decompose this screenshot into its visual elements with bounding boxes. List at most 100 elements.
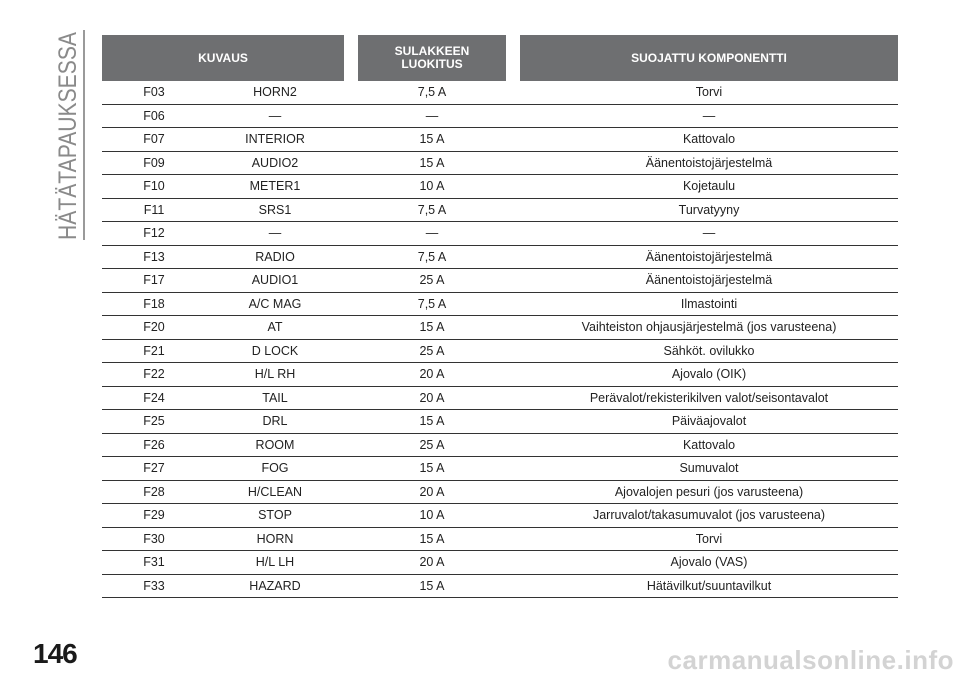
fuse-code-cell: F03 <box>102 81 206 105</box>
fuse-name-cell: STOP <box>206 504 344 528</box>
table-row: F21 D LOCK 25 A Sähköt. ovilukko <box>102 340 898 363</box>
fuse-rating-cell: 15 A <box>358 575 506 598</box>
gap-cell <box>344 434 358 457</box>
fuse-rating-cell: 20 A <box>358 387 506 410</box>
fuse-name-cell: HORN <box>206 528 344 551</box>
fuse-code-cell: F28 <box>102 481 206 504</box>
gap-cell <box>344 316 358 340</box>
gap-cell <box>506 340 520 363</box>
fuse-rating-cell: 7,5 A <box>358 81 506 105</box>
fuse-code-cell: F27 <box>102 457 206 481</box>
table-row: F22 H/L RH 20 A Ajovalo (OIK) <box>102 363 898 387</box>
protected-component-cell: Äänentoistojärjestelmä <box>520 269 898 293</box>
section-title-text: HÄTÄTAPAUKSESSA <box>54 32 82 240</box>
fuse-name-cell: — <box>206 105 344 128</box>
fuse-rating-cell: 15 A <box>358 152 506 175</box>
gap-cell <box>506 128 520 152</box>
gap-cell <box>506 387 520 410</box>
fuse-code-cell: F29 <box>102 504 206 528</box>
table-row: F33 HAZARD 15 A Hätävilkut/suuntavilkut <box>102 575 898 598</box>
fuse-rating-cell: 15 A <box>358 457 506 481</box>
gap-cell <box>506 222 520 246</box>
fuse-rating-cell: 15 A <box>358 316 506 340</box>
gap-cell <box>344 340 358 363</box>
fuse-rating-cell: 7,5 A <box>358 199 506 222</box>
table-row: F28 H/CLEAN 20 A Ajovalojen pesuri (jos var… <box>102 481 898 504</box>
fuse-rating-cell: 7,5 A <box>358 246 506 269</box>
table-row: F25 DRL 15 A Päiväajovalot <box>102 410 898 434</box>
fuse-name-cell: METER1 <box>206 175 344 199</box>
table-row: F26 ROOM 25 A Kattovalo <box>102 434 898 457</box>
fuse-code-cell: F07 <box>102 128 206 152</box>
fuse-rating-cell: — <box>358 222 506 246</box>
fuse-rating-cell: — <box>358 105 506 128</box>
fuse-rating-cell: 25 A <box>358 340 506 363</box>
protected-component-cell: Perävalot/rekisterikilven valot/seisonta… <box>520 387 898 410</box>
header-gap <box>344 35 358 81</box>
fuse-code-cell: F13 <box>102 246 206 269</box>
fuse-name-cell: FOG <box>206 457 344 481</box>
header-sulakkeen-luokitus: SULAKKEEN LUOKITUS <box>358 35 506 81</box>
fuse-rating-cell: 20 A <box>358 363 506 387</box>
fuse-name-cell: H/L RH <box>206 363 344 387</box>
gap-cell <box>344 222 358 246</box>
table-row: F13 RADIO 7,5 A Äänentoistojärjestelmä <box>102 246 898 269</box>
fuse-name-cell: INTERIOR <box>206 128 344 152</box>
header-luokitus-line2: LUOKITUS <box>401 57 463 71</box>
table-row: F18 A/C MAG 7,5 A Ilmastointi <box>102 293 898 316</box>
table-row: F11 SRS1 7,5 A Turvatyyny <box>102 199 898 222</box>
fuse-code-cell: F12 <box>102 222 206 246</box>
gap-cell <box>506 246 520 269</box>
protected-component-cell: Torvi <box>520 528 898 551</box>
gap-cell <box>344 575 358 598</box>
gap-cell <box>344 81 358 105</box>
fuse-code-cell: F25 <box>102 410 206 434</box>
fuse-rating-cell: 7,5 A <box>358 293 506 316</box>
gap-cell <box>344 457 358 481</box>
gap-cell <box>506 152 520 175</box>
gap-cell <box>506 504 520 528</box>
gap-cell <box>506 269 520 293</box>
fuse-code-cell: F24 <box>102 387 206 410</box>
protected-component-cell: Äänentoistojärjestelmä <box>520 246 898 269</box>
fuse-name-cell: AUDIO1 <box>206 269 344 293</box>
fuse-code-cell: F22 <box>102 363 206 387</box>
fuse-rating-cell: 20 A <box>358 481 506 504</box>
gap-cell <box>344 246 358 269</box>
fuse-name-cell: DRL <box>206 410 344 434</box>
gap-cell <box>506 434 520 457</box>
fuse-name-cell: D LOCK <box>206 340 344 363</box>
table-row: F31 H/L LH 20 A Ajovalo (VAS) <box>102 551 898 575</box>
watermark: carmanualsonline.info <box>667 645 954 675</box>
gap-cell <box>344 363 358 387</box>
fuse-rating-cell: 15 A <box>358 410 506 434</box>
table-row: F03 HORN2 7,5 A Torvi <box>102 81 898 105</box>
fuse-code-cell: F09 <box>102 152 206 175</box>
header-kuvaus: KUVAUS <box>102 35 344 81</box>
protected-component-cell: Ilmastointi <box>520 293 898 316</box>
fuse-code-cell: F20 <box>102 316 206 340</box>
fuse-code-cell: F30 <box>102 528 206 551</box>
protected-component-cell: — <box>520 105 898 128</box>
gap-cell <box>344 105 358 128</box>
gap-cell <box>344 504 358 528</box>
protected-component-cell: Vaihteiston ohjausjärjestelmä (jos varus… <box>520 316 898 340</box>
gap-cell <box>344 199 358 222</box>
protected-component-cell: — <box>520 222 898 246</box>
fuse-name-cell: H/CLEAN <box>206 481 344 504</box>
gap-cell <box>506 481 520 504</box>
table-row: F06— — — <box>102 105 898 128</box>
fuse-name-cell: SRS1 <box>206 199 344 222</box>
fuse-name-cell: A/C MAG <box>206 293 344 316</box>
table-row: F29 STOP 10 A Jarruvalot/takasumuvalot (jos… <box>102 504 898 528</box>
fuse-code-cell: F26 <box>102 434 206 457</box>
protected-component-cell: Sähköt. ovilukko <box>520 340 898 363</box>
table-row: F24 TAIL 20 A Perävalot/rekisterikilven val… <box>102 387 898 410</box>
fuse-rating-cell: 20 A <box>358 551 506 575</box>
gap-cell <box>506 528 520 551</box>
protected-component-cell: Kattovalo <box>520 434 898 457</box>
gap-cell <box>344 269 358 293</box>
table-row: F20 AT 15 A Vaihteiston ohjausjärjestelmä (… <box>102 316 898 340</box>
gap-cell <box>344 410 358 434</box>
